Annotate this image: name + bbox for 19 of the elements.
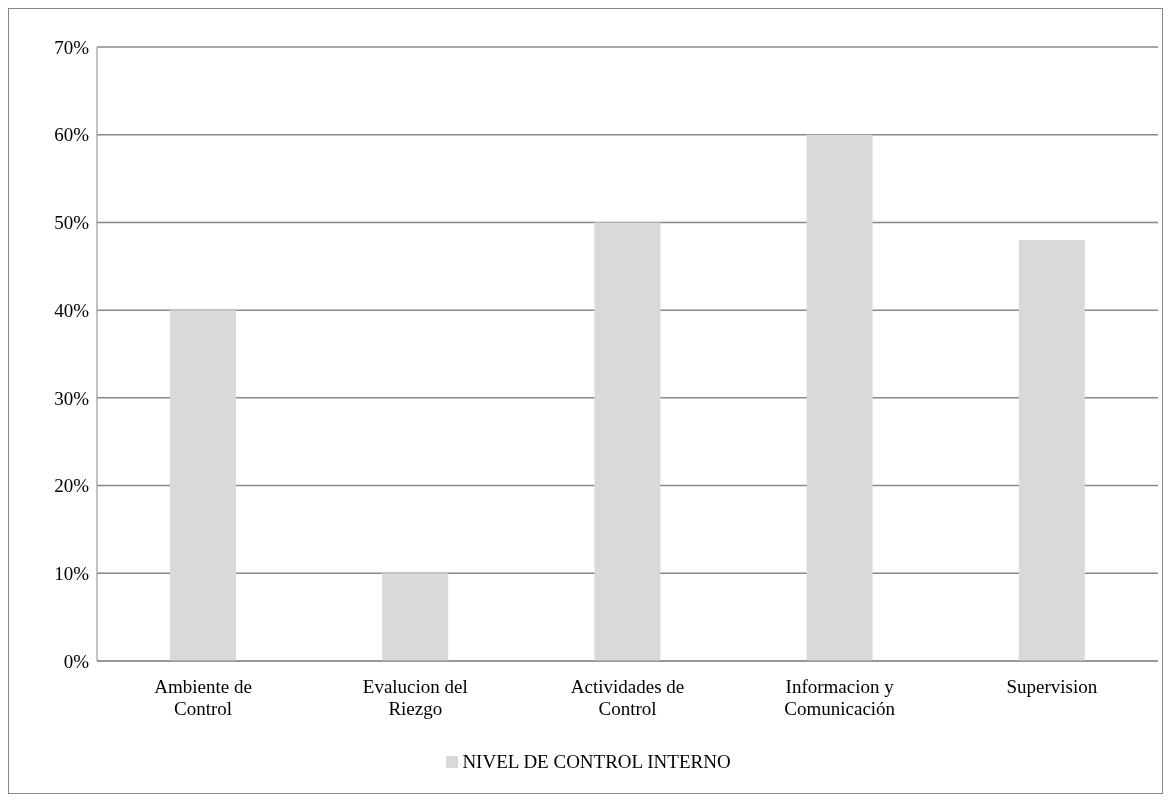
- bar: [170, 310, 236, 661]
- bar: [594, 222, 661, 661]
- y-tick-label: 0%: [63, 650, 90, 672]
- y-tick-label: 10%: [54, 563, 90, 585]
- x-tick-label: Supervision: [1006, 676, 1098, 697]
- bar: [382, 573, 449, 661]
- x-tick-label: Informacion y Comunicación: [784, 676, 896, 719]
- y-tick-label: 40%: [54, 299, 90, 321]
- y-tick-label: 70%: [54, 36, 90, 58]
- y-tick-label: 50%: [54, 212, 90, 234]
- bar: [1018, 239, 1085, 661]
- y-tick-label: 20%: [54, 475, 90, 497]
- bar: [806, 134, 873, 661]
- x-tick-label: Ambiente de Control: [154, 676, 252, 719]
- x-tick-label: Evalucion del Riezgo: [362, 676, 468, 719]
- y-tick-label: 30%: [54, 387, 90, 409]
- x-tick-label: Actividades de Control: [570, 676, 685, 719]
- legend-label: NIVEL DE CONTROL INTERNO: [461, 751, 731, 773]
- y-tick-label: 60%: [54, 124, 90, 146]
